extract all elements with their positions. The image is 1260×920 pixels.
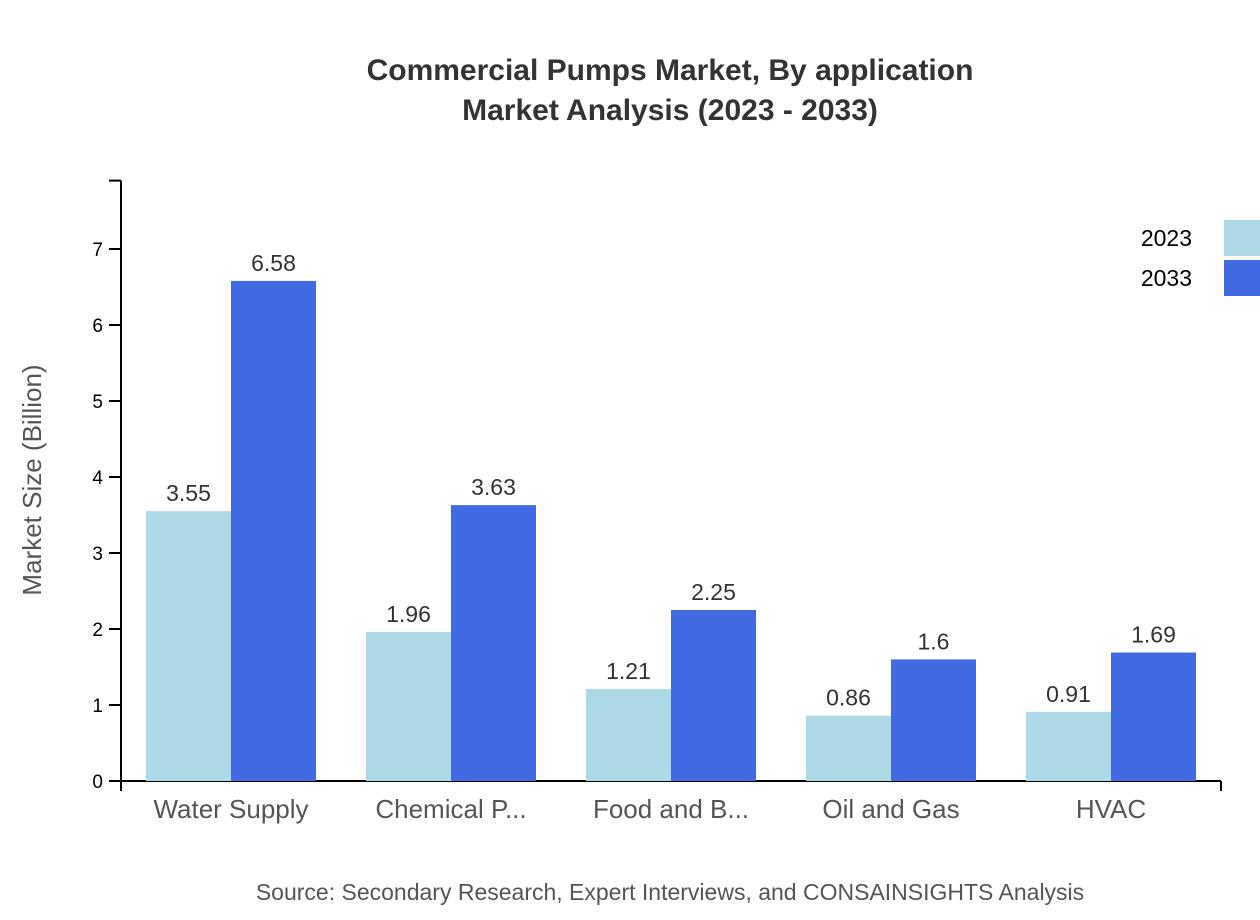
y-tick-label: 7 (92, 240, 103, 261)
chart-subtitle: Market Analysis (2023 - 2033) (462, 94, 878, 127)
y-tick-label: 2 (92, 620, 103, 641)
y-tick-label: 5 (92, 392, 103, 413)
bar-2023 (366, 632, 451, 781)
data-label: 1.96 (386, 601, 431, 627)
legend-swatch (1224, 220, 1260, 256)
y-tick-label: 1 (92, 696, 103, 717)
data-label: 1.21 (606, 658, 651, 684)
data-label: 1.6 (918, 628, 950, 654)
data-label: 2.25 (691, 579, 736, 605)
y-tick-label: 3 (92, 544, 103, 565)
bar-2023 (586, 689, 671, 781)
bar-2033 (891, 659, 976, 781)
bar-2023 (1026, 711, 1111, 781)
bar-2033 (451, 505, 536, 781)
source-note: Source: Secondary Research, Expert Inter… (256, 879, 1084, 905)
y-axis-label: Market Size (Billion) (17, 364, 47, 595)
bar-2033 (231, 280, 316, 781)
data-label: 6.58 (251, 250, 296, 276)
x-tick-label: HVAC (1076, 794, 1146, 824)
legend-swatch (1224, 260, 1260, 296)
data-label: 0.86 (826, 685, 871, 711)
bar-2033 (671, 610, 756, 781)
x-tick-label: Oil and Gas (822, 794, 959, 824)
y-tick-label: 6 (92, 316, 103, 337)
data-label: 1.69 (1131, 622, 1176, 648)
x-tick-label: Food and B... (593, 794, 749, 824)
x-tick-label: Water Supply (153, 794, 308, 824)
legend-label: 2033 (1141, 265, 1192, 291)
chart-title: Commercial Pumps Market, By application (367, 54, 974, 87)
data-label: 0.91 (1046, 681, 1091, 707)
legend-label: 2023 (1141, 225, 1192, 251)
bar-2023 (146, 511, 231, 781)
y-tick-label: 0 (92, 772, 103, 793)
bar-2033 (1111, 652, 1196, 781)
data-label: 3.63 (471, 474, 516, 500)
data-label: 3.55 (166, 480, 211, 506)
y-tick-label: 4 (92, 468, 103, 489)
bar-2023 (806, 715, 891, 781)
x-tick-label: Chemical P... (375, 794, 526, 824)
